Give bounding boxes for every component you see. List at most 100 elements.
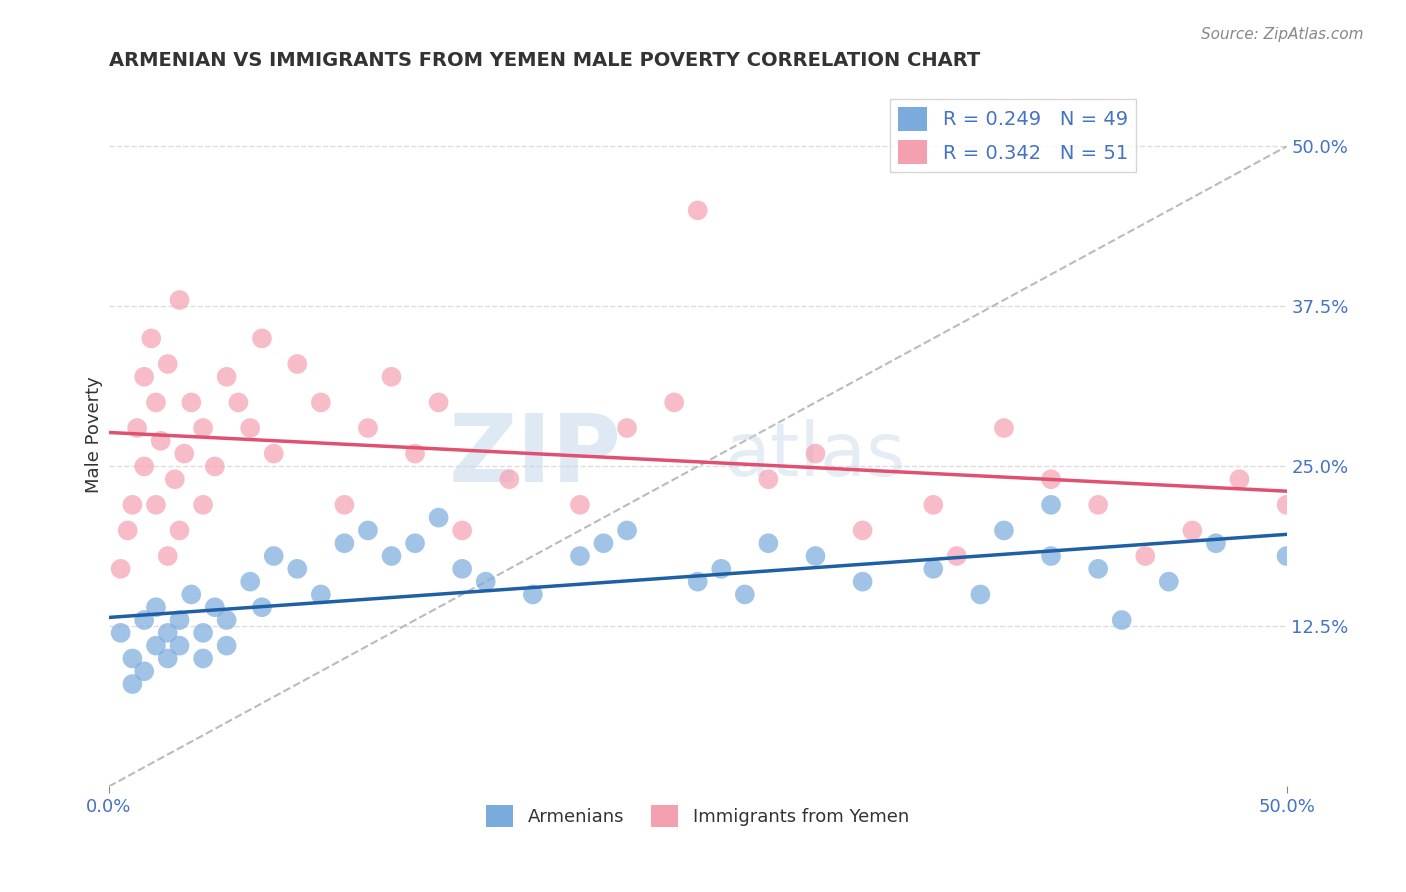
- Text: ARMENIAN VS IMMIGRANTS FROM YEMEN MALE POVERTY CORRELATION CHART: ARMENIAN VS IMMIGRANTS FROM YEMEN MALE P…: [108, 51, 980, 70]
- Point: [852, 574, 875, 589]
- Point: [568, 498, 591, 512]
- Point: [263, 447, 285, 461]
- Point: [993, 524, 1015, 538]
- Point: [134, 459, 156, 474]
- Point: [169, 524, 191, 538]
- Point: [149, 434, 172, 448]
- Point: [110, 625, 132, 640]
- Point: [922, 562, 945, 576]
- Point: [239, 421, 262, 435]
- Point: [404, 447, 426, 461]
- Point: [804, 549, 827, 563]
- Point: [156, 357, 179, 371]
- Point: [121, 498, 143, 512]
- Point: [922, 498, 945, 512]
- Point: [215, 369, 238, 384]
- Point: [1135, 549, 1157, 563]
- Point: [169, 293, 191, 307]
- Point: [145, 498, 167, 512]
- Point: [357, 524, 380, 538]
- Point: [686, 203, 709, 218]
- Point: [110, 562, 132, 576]
- Point: [250, 331, 273, 345]
- Point: [616, 524, 638, 538]
- Point: [758, 536, 780, 550]
- Point: [180, 587, 202, 601]
- Point: [145, 600, 167, 615]
- Point: [228, 395, 250, 409]
- Legend: Armenians, Immigrants from Yemen: Armenians, Immigrants from Yemen: [479, 797, 917, 834]
- Point: [156, 625, 179, 640]
- Point: [404, 536, 426, 550]
- Point: [451, 562, 474, 576]
- Point: [1087, 498, 1109, 512]
- Point: [498, 472, 520, 486]
- Point: [169, 613, 191, 627]
- Point: [215, 639, 238, 653]
- Point: [204, 600, 226, 615]
- Point: [427, 395, 450, 409]
- Point: [804, 447, 827, 461]
- Point: [522, 587, 544, 601]
- Point: [191, 498, 214, 512]
- Point: [134, 665, 156, 679]
- Point: [758, 472, 780, 486]
- Point: [1229, 472, 1251, 486]
- Y-axis label: Male Poverty: Male Poverty: [86, 376, 103, 492]
- Point: [946, 549, 969, 563]
- Point: [734, 587, 756, 601]
- Point: [191, 625, 214, 640]
- Point: [1040, 498, 1063, 512]
- Point: [592, 536, 614, 550]
- Point: [357, 421, 380, 435]
- Point: [662, 395, 685, 409]
- Point: [1040, 549, 1063, 563]
- Point: [427, 510, 450, 524]
- Point: [993, 421, 1015, 435]
- Point: [969, 587, 991, 601]
- Point: [380, 549, 402, 563]
- Point: [1181, 524, 1204, 538]
- Point: [474, 574, 496, 589]
- Point: [451, 524, 474, 538]
- Point: [333, 536, 356, 550]
- Point: [156, 549, 179, 563]
- Point: [204, 459, 226, 474]
- Text: atlas: atlas: [725, 419, 905, 492]
- Point: [852, 524, 875, 538]
- Point: [145, 395, 167, 409]
- Point: [1323, 447, 1346, 461]
- Point: [1111, 613, 1133, 627]
- Point: [173, 447, 195, 461]
- Point: [568, 549, 591, 563]
- Point: [616, 421, 638, 435]
- Point: [117, 524, 139, 538]
- Point: [191, 421, 214, 435]
- Point: [121, 651, 143, 665]
- Point: [134, 369, 156, 384]
- Point: [285, 357, 308, 371]
- Point: [263, 549, 285, 563]
- Point: [309, 587, 332, 601]
- Point: [1205, 536, 1227, 550]
- Point: [191, 651, 214, 665]
- Point: [333, 498, 356, 512]
- Text: Source: ZipAtlas.com: Source: ZipAtlas.com: [1201, 27, 1364, 42]
- Point: [163, 472, 186, 486]
- Point: [180, 395, 202, 409]
- Point: [145, 639, 167, 653]
- Point: [127, 421, 149, 435]
- Point: [710, 562, 733, 576]
- Point: [686, 574, 709, 589]
- Text: ZIP: ZIP: [449, 409, 621, 501]
- Point: [285, 562, 308, 576]
- Point: [215, 613, 238, 627]
- Point: [141, 331, 163, 345]
- Point: [1275, 498, 1298, 512]
- Point: [121, 677, 143, 691]
- Point: [156, 651, 179, 665]
- Point: [1275, 549, 1298, 563]
- Point: [380, 369, 402, 384]
- Point: [169, 639, 191, 653]
- Point: [239, 574, 262, 589]
